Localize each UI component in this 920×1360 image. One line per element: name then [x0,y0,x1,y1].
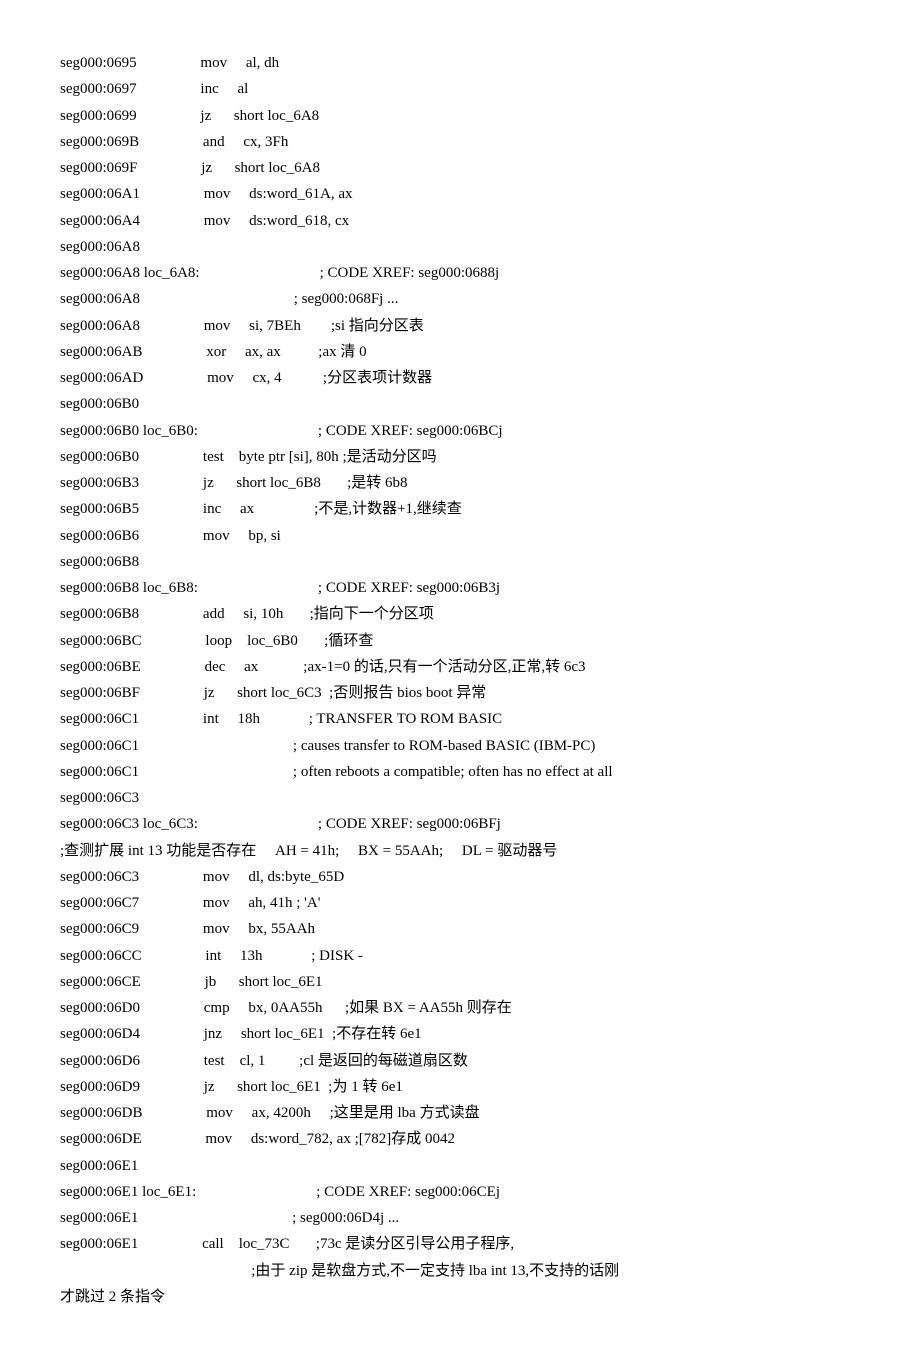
code-line: seg000:06B5 inc ax ;不是,计数器+1,继续查 [60,496,860,522]
code-line: seg000:06C3 mov dl, ds:byte_65D [60,864,860,890]
code-line: seg000:06AD mov cx, 4 ;分区表项计数器 [60,365,860,391]
code-line: seg000:0699 jz short loc_6A8 [60,103,860,129]
code-line: seg000:06D6 test cl, 1 ;cl 是返回的每磁道扇区数 [60,1048,860,1074]
code-line: seg000:06DB mov ax, 4200h ;这里是用 lba 方式读盘 [60,1100,860,1126]
code-line: seg000:06A8 mov si, 7BEh ;si 指向分区表 [60,313,860,339]
code-line: seg000:06E1 [60,1153,860,1179]
code-line: seg000:069F jz short loc_6A8 [60,155,860,181]
code-line: seg000:06D9 jz short loc_6E1 ;为 1 转 6e1 [60,1074,860,1100]
code-line: seg000:06D4 jnz short loc_6E1 ;不存在转 6e1 [60,1021,860,1047]
code-line: ;由于 zip 是软盘方式,不一定支持 lba int 13,不支持的话刚 [60,1258,860,1284]
code-line: seg000:06B0 test byte ptr [si], 80h ;是活动… [60,444,860,470]
code-line: seg000:06DE mov ds:word_782, ax ;[782]存成… [60,1126,860,1152]
code-line: seg000:06BC loop loc_6B0 ;循环查 [60,628,860,654]
code-line: seg000:069B and cx, 3Fh [60,129,860,155]
code-line: seg000:06AB xor ax, ax ;ax 清 0 [60,339,860,365]
code-line: seg000:06CE jb short loc_6E1 [60,969,860,995]
code-line: seg000:06C1 int 18h ; TRANSFER TO ROM BA… [60,706,860,732]
code-line: seg000:06E1 call loc_73C ;73c 是读分区引导公用子程… [60,1231,860,1257]
code-line: seg000:06C3 loc_6C3: ; CODE XREF: seg000… [60,811,860,837]
code-line: seg000:0697 inc al [60,76,860,102]
code-line: seg000:06E1 ; seg000:06D4j ... [60,1205,860,1231]
code-line: seg000:06C1 ; causes transfer to ROM-bas… [60,733,860,759]
code-line: seg000:06B0 [60,391,860,417]
code-line: seg000:06B0 loc_6B0: ; CODE XREF: seg000… [60,418,860,444]
code-line: seg000:06C1 ; often reboots a compatible… [60,759,860,785]
code-line: seg000:06E1 loc_6E1: ; CODE XREF: seg000… [60,1179,860,1205]
code-line: seg000:06CC int 13h ; DISK - [60,943,860,969]
code-line: seg000:06B6 mov bp, si [60,523,860,549]
code-line: seg000:06D0 cmp bx, 0AA55h ;如果 BX = AA55… [60,995,860,1021]
code-line: seg000:06B3 jz short loc_6B8 ;是转 6b8 [60,470,860,496]
code-line: seg000:06A8 loc_6A8: ; CODE XREF: seg000… [60,260,860,286]
code-line: seg000:0695 mov al, dh [60,50,860,76]
code-line: seg000:06BE dec ax ;ax-1=0 的话,只有一个活动分区,正… [60,654,860,680]
code-line: ;查测扩展 int 13 功能是否存在 AH = 41h; BX = 55AAh… [60,838,860,864]
code-line: seg000:06C9 mov bx, 55AAh [60,916,860,942]
code-line: seg000:06A8 [60,234,860,260]
code-line: seg000:06B8 add si, 10h ;指向下一个分区项 [60,601,860,627]
code-line: seg000:06B8 [60,549,860,575]
code-line: seg000:06C3 [60,785,860,811]
code-line: seg000:06A4 mov ds:word_618, cx [60,208,860,234]
code-line: seg000:06C7 mov ah, 41h ; 'A' [60,890,860,916]
code-line: seg000:06A1 mov ds:word_61A, ax [60,181,860,207]
disassembly-listing: seg000:0695 mov al, dhseg000:0697 inc al… [60,50,860,1310]
code-line: seg000:06A8 ; seg000:068Fj ... [60,286,860,312]
code-line: seg000:06BF jz short loc_6C3 ;否则报告 bios … [60,680,860,706]
code-line: 才跳过 2 条指令 [60,1284,860,1310]
code-line: seg000:06B8 loc_6B8: ; CODE XREF: seg000… [60,575,860,601]
